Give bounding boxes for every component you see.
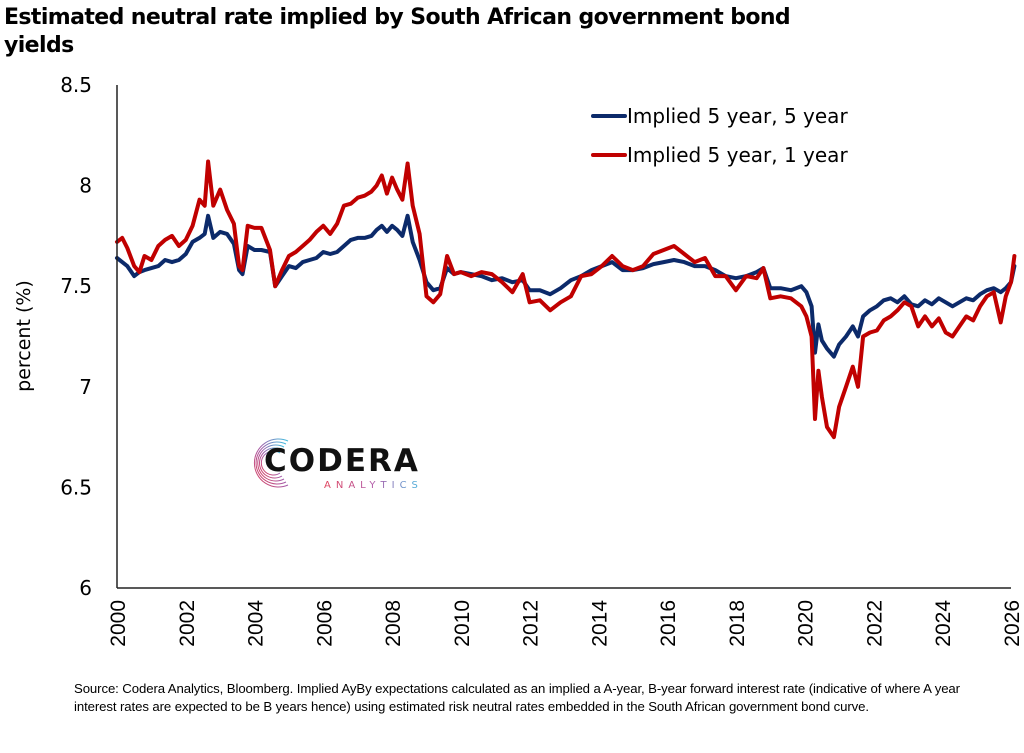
x-tick-label: 2016 <box>657 600 680 647</box>
y-axis-title: percent (%) <box>13 280 35 392</box>
x-tick-label: 2022 <box>863 600 886 647</box>
y-tick-label: 8.5 <box>60 73 92 97</box>
x-tick-label: 2020 <box>795 600 818 647</box>
series-line-5y5y <box>115 213 1017 359</box>
legend-label-5y5y: Implied 5 year, 5 year <box>627 104 848 128</box>
y-tick-label: 7.5 <box>60 274 92 298</box>
legend: Implied 5 year, 5 year Implied 5 year, 1… <box>591 104 848 167</box>
x-tick-label: 2002 <box>176 600 199 647</box>
x-tick-label: 2026 <box>1001 600 1024 647</box>
x-tick-label: 2012 <box>520 600 543 647</box>
series-line-5y1y <box>115 159 1017 440</box>
x-tick-label: 2010 <box>451 600 474 647</box>
logo-wordmark: CODERA <box>264 443 420 479</box>
x-tick-label: 2008 <box>382 600 405 647</box>
codera-logo: CODERA ANALYTICS <box>244 433 454 493</box>
x-tick-label: 2014 <box>588 600 611 647</box>
logo-subtitle: ANALYTICS <box>324 480 423 491</box>
series-layer <box>115 159 1017 440</box>
legend-label-5y1y: Implied 5 year, 1 year <box>627 143 848 167</box>
y-tick-label: 7 <box>79 375 92 399</box>
y-tick-label: 6 <box>79 576 92 600</box>
x-tick-label: 2018 <box>726 600 749 647</box>
y-tick-label: 8 <box>79 174 92 198</box>
x-tick-label: 2024 <box>932 600 955 647</box>
y-axis-ticks: 6 6.5 7 7.5 8 8.5 <box>60 73 92 600</box>
logo-mark-icon <box>253 438 289 488</box>
source-note: Source: Codera Analytics, Bloomberg. Imp… <box>74 681 960 714</box>
x-tick-label: 2000 <box>107 600 130 647</box>
y-tick-label: 6.5 <box>60 475 92 499</box>
x-tick-label: 2006 <box>313 600 336 647</box>
x-tick-label: 2004 <box>245 600 268 647</box>
x-axis-ticks: 2000 2002 2004 2006 2008 2010 2012 2014 2016 2018… <box>107 600 1024 647</box>
chart-title: Estimated neutral rate implied by South … <box>4 5 791 58</box>
